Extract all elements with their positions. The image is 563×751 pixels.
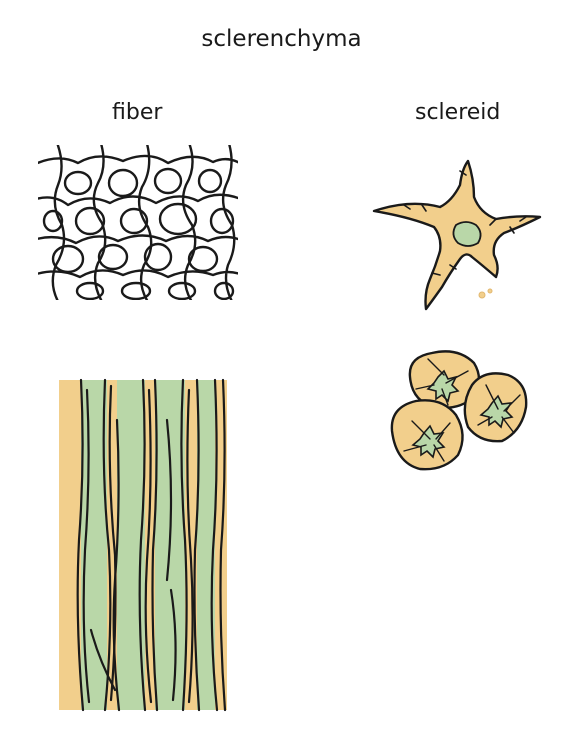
fiber-walls xyxy=(76,378,227,712)
fiber-strands xyxy=(59,380,227,710)
stone-canals xyxy=(403,358,521,462)
fiber-longitudinal-view xyxy=(59,378,227,712)
stone-cell-cluster xyxy=(390,350,528,471)
branched-sclereid xyxy=(372,159,542,311)
sclereid-spikes xyxy=(403,170,527,276)
diagram-title: sclerenchyma xyxy=(201,26,362,52)
stone-lumens xyxy=(411,369,514,459)
stone-cells xyxy=(390,350,528,471)
sclereid-dots xyxy=(478,288,493,299)
sclereid-heading: sclereid xyxy=(415,100,501,125)
fiber-heading: fiber xyxy=(112,100,163,125)
sclereid-lumen xyxy=(452,221,482,247)
fiber-cross-section xyxy=(38,145,238,300)
fiber-lumens xyxy=(42,167,235,300)
